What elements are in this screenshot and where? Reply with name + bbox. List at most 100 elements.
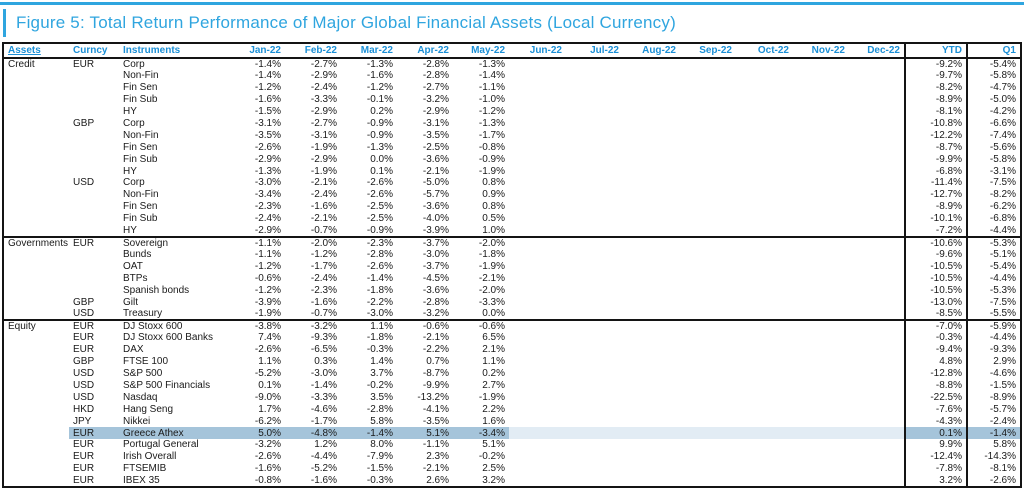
month-cell — [736, 141, 793, 153]
q1-cell: -4.4% — [989, 332, 1016, 344]
month-cell: -1.6% — [254, 94, 281, 106]
q1-cell: 5.8% — [993, 439, 1016, 451]
ytd-cell: -7.6% — [904, 403, 968, 416]
month-cell — [509, 427, 566, 440]
month-cell — [566, 165, 623, 177]
column-header-jan-22: Jan-22 — [229, 43, 285, 59]
month-cell — [566, 356, 623, 368]
currency-cell: EUR — [73, 474, 95, 486]
month-cell — [849, 296, 905, 308]
month-cell — [736, 403, 793, 415]
assets-cell — [3, 403, 69, 415]
currency-cell: USD — [73, 177, 95, 189]
month-cell — [566, 380, 623, 392]
month-cell: -2.9% — [254, 153, 281, 165]
ytd-cell: -10.5% — [904, 260, 968, 273]
month-cell: -9.3% — [310, 332, 337, 344]
month-cell — [623, 213, 680, 225]
month-cell: -3.0% — [366, 308, 393, 320]
month-cell — [849, 106, 905, 118]
month-cell — [509, 319, 566, 333]
month-cell — [509, 94, 566, 106]
instrument-cell: Bunds — [123, 249, 152, 261]
currency-cell: GBP — [73, 118, 95, 129]
month-cell — [793, 284, 849, 296]
month-cell: -2.9% — [310, 70, 337, 82]
month-cell: -0.9% — [366, 129, 393, 141]
month-cell — [849, 272, 905, 284]
month-cell — [566, 284, 623, 296]
month-cell: -3.1% — [310, 129, 337, 141]
month-cell: 1.2% — [314, 439, 337, 451]
ytd-cell: -9.7% — [904, 70, 968, 82]
month-cell — [623, 225, 680, 237]
column-header-dec-22: Dec-22 — [849, 43, 905, 59]
currency-cell — [69, 213, 119, 225]
column-header-mar-22: Mar-22 — [341, 43, 397, 59]
currency-cell: EUR — [69, 427, 119, 440]
month-cell — [680, 177, 736, 189]
instrument-cell: Greece Athex — [119, 427, 229, 440]
column-header-jul-22: Jul-22 — [566, 43, 623, 59]
month-cell: -1.5% — [254, 106, 281, 118]
instrument-cell: Fin Sub — [123, 94, 158, 106]
month-cell — [623, 153, 680, 165]
assets-cell — [3, 368, 69, 380]
instrument-cell: Gilt — [123, 296, 138, 308]
currency-cell — [69, 94, 119, 106]
month-cell: 2.6% — [426, 474, 449, 486]
ytd-cell: -0.3% — [904, 332, 968, 344]
table-row: Fin Sub -1.6% -3.3% -0.1% -3.2% -1.0% -8.9% -5.… — [3, 93, 1021, 106]
month-cell — [849, 177, 905, 189]
month-cell — [566, 296, 623, 308]
month-cell: -3.5% — [422, 415, 449, 427]
ytd-cell: -9.6% — [904, 248, 968, 261]
assets-cell — [3, 260, 69, 272]
instrument-cell: Non-Fin — [123, 129, 159, 141]
month-cell — [566, 177, 623, 189]
assets-cell — [3, 356, 69, 368]
month-cell — [849, 415, 905, 427]
month-cell: -5.2% — [254, 368, 281, 380]
month-cell — [623, 70, 680, 82]
month-cell — [736, 272, 793, 284]
month-cell — [623, 344, 680, 356]
assets-cell — [3, 165, 69, 177]
assets-cell — [3, 82, 69, 94]
table-row: Non-Fin -3.4% -2.4% -2.6% -5.7% 0.9% -12.7% -8.… — [3, 188, 1021, 201]
table-row: EUR IBEX 35 -0.8% -1.6% -0.3% 2.6% 3.2% 3.2% -2.… — [3, 474, 1021, 487]
month-cell — [849, 225, 905, 237]
table-row: USD Corp -3.0% -2.1% -2.6% -5.0% 0.8% -11.4% -7.… — [3, 177, 1021, 189]
month-cell: -3.5% — [422, 129, 449, 141]
column-header-ytd: YTD — [904, 43, 968, 59]
currency-cell — [69, 225, 119, 237]
month-cell — [680, 391, 736, 403]
table-row: Non-Fin -3.5% -3.1% -0.9% -3.5% -1.7% -12.2% -7… — [3, 129, 1021, 142]
month-cell — [566, 463, 623, 475]
month-cell: -1.9% — [478, 260, 505, 272]
ytd-cell: -8.8% — [904, 379, 968, 392]
month-cell — [680, 463, 736, 475]
month-cell: -2.9% — [422, 106, 449, 118]
month-cell — [849, 403, 905, 415]
month-cell: -5.0% — [422, 177, 449, 189]
q1-cell: -2.4% — [989, 415, 1016, 427]
month-cell: 0.0% — [482, 308, 505, 320]
month-cell — [623, 141, 680, 153]
month-cell — [849, 249, 905, 261]
month-cell: -3.7% — [397, 235, 453, 249]
month-cell: -2.1% — [422, 165, 449, 177]
table-row: Bunds -1.1% -1.2% -2.8% -3.0% -1.8% -9.6% -5.1% — [3, 248, 1021, 261]
instrument-cell: Fin Sen — [123, 141, 158, 153]
month-cell — [849, 141, 905, 153]
month-cell: -2.1% — [422, 332, 449, 344]
ytd-cell: -8.1% — [904, 105, 968, 118]
month-cell: -0.7% — [310, 308, 337, 320]
month-cell — [623, 403, 680, 415]
month-cell — [736, 380, 793, 392]
instrument-cell: DJ Stoxx 600 — [119, 319, 229, 333]
month-cell — [736, 213, 793, 225]
month-cell — [793, 391, 849, 403]
month-cell — [623, 235, 680, 249]
column-header-jun-22: Jun-22 — [509, 43, 566, 59]
